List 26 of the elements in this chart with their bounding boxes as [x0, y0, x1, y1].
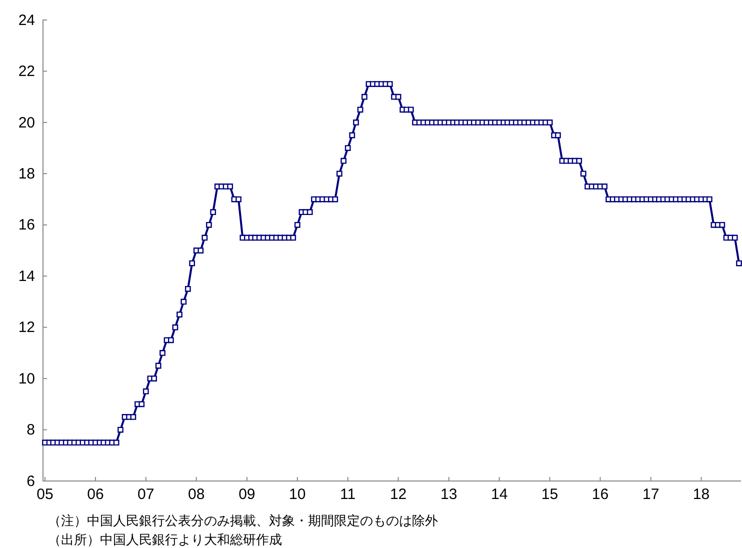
x-tick-label: 14: [490, 486, 508, 503]
y-tick-label: 22: [18, 63, 35, 80]
y-tick-label: 14: [18, 268, 35, 285]
x-tick-label: 15: [541, 486, 558, 503]
x-tick-label: 06: [87, 486, 104, 503]
y-tick-label: 20: [18, 114, 35, 132]
y-tick-label: 8: [26, 422, 35, 439]
y-tick-label: 16: [18, 216, 35, 234]
y-tick-label: 24: [18, 12, 35, 29]
y-tick-label: 12: [18, 319, 35, 336]
x-tick-label: 07: [138, 486, 154, 503]
y-tick-label: 6: [26, 472, 35, 490]
x-tick-label: 05: [36, 486, 54, 503]
y-tick-label: 10: [18, 370, 35, 388]
x-tick-label: 10: [289, 486, 306, 503]
x-tick-label: 16: [592, 486, 609, 503]
x-tick-label: 08: [188, 486, 205, 503]
x-tick-label: 09: [238, 486, 256, 503]
x-tick-label: 11: [340, 486, 356, 503]
text: （注）中国人民銀行公表分のみ掲載、対象・期間限定のものは除外: [48, 513, 438, 528]
y-tick-label: 18: [18, 165, 35, 182]
text: （出所）中国人民銀行より大和総研作成: [48, 532, 282, 547]
x-tick-label: 18: [692, 486, 710, 503]
x-tick-label: 13: [440, 486, 458, 503]
x-tick-label: 12: [390, 486, 407, 503]
x-tick-label: 17: [642, 486, 660, 503]
